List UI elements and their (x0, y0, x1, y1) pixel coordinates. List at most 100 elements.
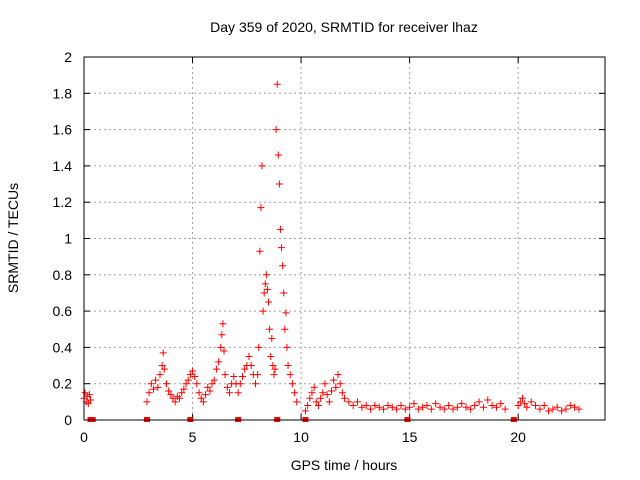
data-point (336, 380, 344, 388)
data-point (479, 403, 487, 411)
data-point (281, 325, 289, 333)
data-point (401, 405, 409, 413)
data-point (261, 280, 269, 288)
data-point (562, 405, 570, 413)
data-point (384, 401, 392, 409)
data-point (304, 401, 312, 409)
data-point (449, 405, 457, 413)
y-tick-label: 1 (64, 231, 72, 247)
data-point (263, 285, 271, 293)
data-point (241, 365, 249, 373)
data-point (162, 380, 170, 388)
y-tick-label: 0.4 (53, 339, 73, 355)
data-point (269, 362, 277, 370)
data-point (160, 365, 168, 373)
data-point (380, 405, 388, 413)
x-tick-label: 5 (189, 429, 197, 445)
data-point (197, 394, 205, 402)
data-point (85, 391, 93, 399)
data-point (219, 320, 227, 328)
data-point (276, 225, 284, 233)
data-point (327, 387, 335, 395)
data-point (414, 405, 422, 413)
data-point (262, 271, 270, 279)
data-point (445, 401, 453, 409)
data-point (271, 365, 279, 373)
data-point (310, 383, 318, 391)
data-point (195, 389, 203, 397)
y-tick-label: 0 (64, 412, 72, 428)
data-point (186, 371, 194, 379)
data-point (436, 403, 444, 411)
data-point (471, 401, 479, 409)
data-point (419, 403, 427, 411)
data-point (158, 362, 166, 370)
data-point (308, 389, 316, 397)
data-point (484, 396, 492, 404)
data-point (558, 407, 566, 415)
data-point (221, 371, 229, 379)
data-point (466, 405, 474, 413)
data-point (236, 380, 244, 388)
data-point (266, 325, 274, 333)
data-point (218, 331, 226, 339)
data-point (571, 403, 579, 411)
data-point (255, 343, 263, 351)
data-point (254, 371, 262, 379)
data-point (223, 383, 231, 391)
data-point (215, 358, 223, 366)
data-point (165, 387, 173, 395)
data-point (288, 380, 296, 388)
data-point (427, 405, 435, 413)
data-point (84, 400, 92, 408)
data-point (393, 405, 401, 413)
data-point (323, 391, 331, 399)
data-point (325, 398, 333, 406)
data-point (338, 389, 346, 397)
data-point (553, 403, 561, 411)
data-point (410, 400, 418, 408)
data-point (208, 380, 216, 388)
data-point (260, 289, 268, 297)
data-point (321, 380, 329, 388)
data-point (458, 400, 466, 408)
data-point (247, 362, 255, 370)
data-point (154, 383, 162, 391)
data-point (375, 403, 383, 411)
data-point (497, 400, 505, 408)
data-point (156, 371, 164, 379)
data-point (256, 247, 264, 255)
data-point (475, 398, 483, 406)
data-point (206, 387, 214, 395)
data-point (199, 398, 207, 406)
data-point (87, 396, 95, 404)
data-point (268, 334, 276, 342)
data-point (488, 401, 496, 409)
data-point (149, 385, 157, 393)
data-point (245, 352, 253, 360)
data-point (501, 405, 509, 413)
data-point (270, 371, 278, 379)
data-point (453, 403, 461, 411)
data-point (291, 389, 299, 397)
data-point (432, 400, 440, 408)
data-point (169, 394, 177, 402)
data-point (279, 262, 287, 270)
x-tick-label: 20 (510, 429, 526, 445)
x-tick-label: 15 (402, 429, 418, 445)
data-point (234, 389, 242, 397)
data-point (282, 309, 290, 317)
data-point (274, 151, 282, 159)
data-point (212, 365, 220, 373)
data-point (492, 403, 500, 411)
data-point (191, 372, 199, 380)
data-point (152, 376, 160, 384)
x-tick-label: 0 (80, 429, 88, 445)
data-point (284, 362, 292, 370)
data-point (182, 380, 190, 388)
data-point (388, 403, 396, 411)
data-point (184, 376, 192, 384)
data-point (549, 405, 557, 413)
data-point (358, 403, 366, 411)
